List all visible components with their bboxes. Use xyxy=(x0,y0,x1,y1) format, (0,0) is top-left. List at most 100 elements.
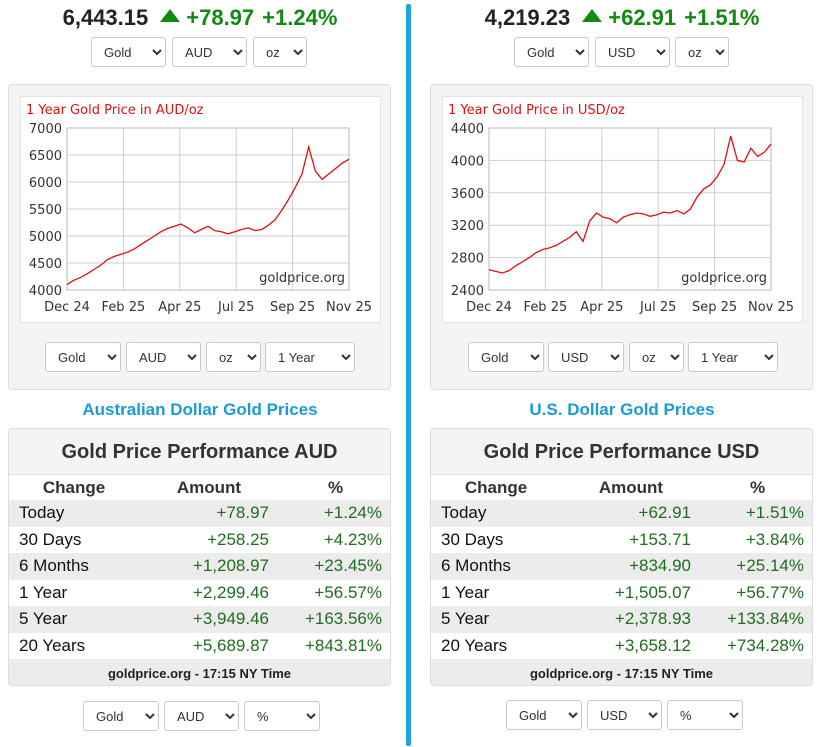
x-tick-label: Nov 25 xyxy=(326,300,372,315)
row-percent: +23.45% xyxy=(279,553,390,580)
y-tick-label: 6000 xyxy=(29,176,62,191)
x-tick-label: Sep 25 xyxy=(692,300,737,315)
watermark: goldprice.org xyxy=(681,271,767,286)
y-tick-label: 3200 xyxy=(451,219,484,234)
row-label: 5 Year xyxy=(9,606,139,633)
perf-metal-select[interactable]: Gold xyxy=(83,701,159,731)
chart-title: 1 Year Gold Price in AUD/oz xyxy=(26,103,204,118)
row-percent: +56.77% xyxy=(701,579,812,606)
chart-currency-select[interactable]: USD xyxy=(548,342,624,372)
chart-range-select[interactable]: 1 Year xyxy=(265,342,355,372)
unit-select[interactable]: oz xyxy=(675,37,729,67)
gold-chart-aud: 1 Year Gold Price in AUD/oz 7000 6500 6000 5… xyxy=(20,96,381,323)
table-row: Today +78.97 +1.24% xyxy=(9,500,390,527)
table-row: 30 Days +153.71 +3.84% xyxy=(431,526,812,553)
currency-select[interactable]: USD xyxy=(595,37,670,67)
chart-range-select[interactable]: 1 Year xyxy=(688,342,778,372)
gold-chart-usd: 1 Year Gold Price in USD/oz 4400 4000 3600 3… xyxy=(442,96,803,323)
section-link-usd[interactable]: U.S. Dollar Gold Prices xyxy=(529,400,715,419)
watermark: goldprice.org xyxy=(259,271,345,286)
x-tick-label: Jul 25 xyxy=(639,300,676,315)
price-change-pct: +1.24% xyxy=(262,5,338,30)
up-arrow-icon xyxy=(160,9,181,22)
plot-area xyxy=(488,127,772,291)
row-amount: +3,949.46 xyxy=(139,606,279,633)
x-tick-label: Feb 25 xyxy=(524,300,568,315)
table-row: 1 Year +2,299.46 +56.57% xyxy=(9,579,390,606)
aud-column: 6,443.15 +78.97 +1.24% Gold AUD oz 1 Year … xyxy=(0,0,400,747)
performance-table: Change Amount % Today +78.97 +1.24% 30 Day… xyxy=(9,475,390,659)
perf-unit-select[interactable]: % xyxy=(667,700,743,730)
y-tick-label: 3600 xyxy=(451,187,484,202)
chart-unit-select[interactable]: oz xyxy=(629,342,684,372)
perf-metal-select[interactable]: Gold xyxy=(506,700,582,730)
section-link-aud[interactable]: Australian Dollar Gold Prices xyxy=(82,400,318,419)
performance-title: Gold Price Performance USD xyxy=(431,429,812,475)
header-amount: Amount xyxy=(561,475,701,500)
chart-metal-select[interactable]: Gold xyxy=(468,342,544,372)
y-tick-label: 6500 xyxy=(29,149,62,164)
header-change: Change xyxy=(9,475,139,500)
metal-select[interactable]: Gold xyxy=(514,37,589,67)
performance-table: Change Amount % Today +62.91 +1.51% 30 Day… xyxy=(431,475,812,659)
row-label: 6 Months xyxy=(9,553,139,580)
header-percent: % xyxy=(701,475,812,500)
row-amount: +62.91 xyxy=(561,500,701,527)
row-label: 1 Year xyxy=(9,579,139,606)
x-tick-label: Jul 25 xyxy=(217,300,254,315)
current-price: 4,219.23 xyxy=(484,5,571,30)
x-tick-label: Dec 24 xyxy=(466,300,512,315)
y-tick-label: 4400 xyxy=(451,122,484,137)
y-tick-label: 7000 xyxy=(29,122,62,137)
current-price: 6,443.15 xyxy=(62,5,149,30)
table-row: 5 Year +2,378.93 +133.84% xyxy=(431,606,812,633)
chart-panel-aud: 1 Year Gold Price in AUD/oz 7000 6500 6000 5… xyxy=(8,84,391,390)
table-row: 6 Months +834.90 +25.14% xyxy=(431,553,812,580)
price-change: +78.97 xyxy=(186,5,255,30)
row-label: Today xyxy=(431,500,561,527)
price-change: +62.91 xyxy=(608,5,677,30)
row-amount: +1,505.07 xyxy=(561,579,701,606)
performance-footer: goldprice.org - 17:15 NY Time xyxy=(9,659,390,685)
series-line xyxy=(488,135,772,274)
row-amount: +834.90 xyxy=(561,553,701,580)
chart-metal-select[interactable]: Gold xyxy=(45,342,121,372)
row-amount: +2,299.46 xyxy=(139,579,279,606)
metal-select[interactable]: Gold xyxy=(91,37,166,67)
row-label: 6 Months xyxy=(431,553,561,580)
header-amount: Amount xyxy=(139,475,279,500)
row-amount: +5,689.87 xyxy=(139,632,279,659)
chart-panel-usd: 1 Year Gold Price in USD/oz 4400 4000 3600 3… xyxy=(430,84,813,390)
chart-unit-select[interactable]: oz xyxy=(206,342,261,372)
chart-currency-select[interactable]: AUD xyxy=(126,342,201,372)
y-tick-label: 5500 xyxy=(29,203,62,218)
up-arrow-icon xyxy=(582,9,603,22)
perf-unit-select[interactable]: % xyxy=(244,701,320,731)
price-ticker-usd: 4,219.23 +62.91 +1.51% xyxy=(422,5,822,31)
chart-title: 1 Year Gold Price in USD/oz xyxy=(448,103,625,118)
row-label: 20 Years xyxy=(431,632,561,659)
y-tick-label: 2800 xyxy=(451,252,484,267)
row-percent: +3.84% xyxy=(701,526,812,553)
table-row: 20 Years +3,658.12 +734.28% xyxy=(431,632,812,659)
perf-currency-select[interactable]: USD xyxy=(587,700,662,730)
x-tick-label: Feb 25 xyxy=(102,300,146,315)
x-tick-label: Apr 25 xyxy=(158,300,201,315)
row-amount: +78.97 xyxy=(139,500,279,527)
unit-select[interactable]: oz xyxy=(253,37,307,67)
row-amount: +2,378.93 xyxy=(561,606,701,633)
currency-select[interactable]: AUD xyxy=(172,37,247,67)
row-percent: +1.51% xyxy=(701,500,812,527)
table-row: 30 Days +258.25 +4.23% xyxy=(9,526,390,553)
y-tick-label: 4000 xyxy=(29,284,62,299)
perf-currency-select[interactable]: AUD xyxy=(164,701,239,731)
performance-footer: goldprice.org - 17:15 NY Time xyxy=(431,659,812,685)
table-row: 20 Years +5,689.87 +843.81% xyxy=(9,632,390,659)
price-change-pct: +1.51% xyxy=(684,5,760,30)
price-ticker-aud: 6,443.15 +78.97 +1.24% xyxy=(0,5,400,31)
row-percent: +25.14% xyxy=(701,553,812,580)
y-tick-label: 4500 xyxy=(29,257,62,272)
row-label: Today xyxy=(9,500,139,527)
usd-column: 4,219.23 +62.91 +1.51% Gold USD oz 1 Year … xyxy=(422,0,822,747)
row-label: 1 Year xyxy=(431,579,561,606)
